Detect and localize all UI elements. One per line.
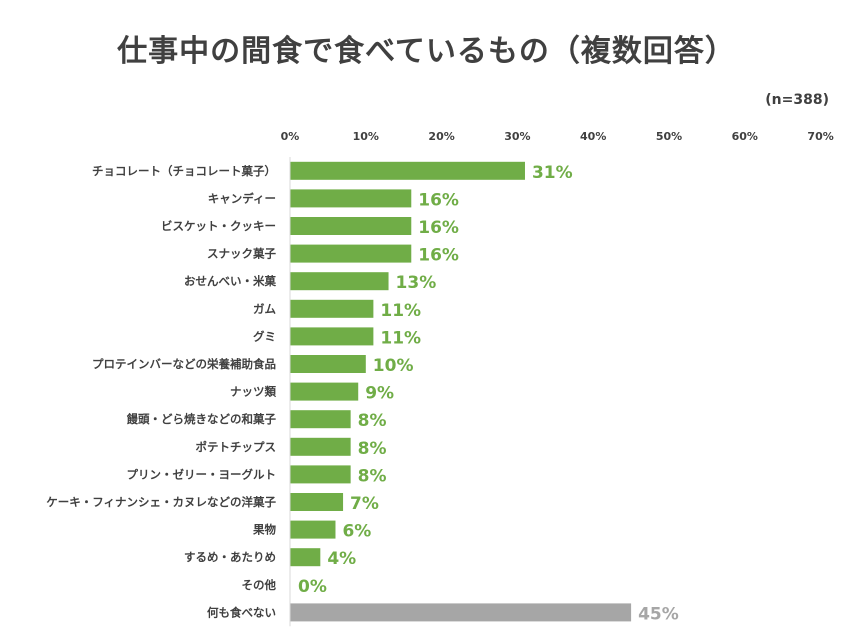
category-label: キャンディー	[208, 191, 276, 205]
bar-value-label: 7%	[350, 494, 379, 514]
category-label: ケーキ・フィナンシェ・カヌレなどの洋菓子	[46, 495, 276, 509]
category-label: その他	[242, 578, 277, 592]
bar	[290, 327, 374, 346]
bar	[290, 189, 412, 208]
bar-value-label: 45%	[638, 604, 679, 624]
x-tick-label: 0%	[281, 130, 300, 143]
bar-value-label: 8%	[358, 411, 387, 431]
bar	[290, 603, 632, 622]
category-label: ナッツ類	[230, 385, 276, 399]
category-label: ガム	[253, 302, 276, 316]
bar	[290, 382, 359, 401]
bar-value-label: 31%	[532, 163, 573, 183]
x-tick-label: 20%	[428, 130, 454, 143]
bar-value-label: 11%	[380, 301, 421, 321]
bar-value-label: 9%	[365, 384, 394, 404]
bar	[290, 217, 412, 235]
bar	[290, 548, 321, 567]
bar	[290, 355, 366, 373]
category-label: ビスケット・クッキー	[161, 219, 276, 233]
bar-value-label: 11%	[380, 328, 421, 348]
bar	[290, 437, 351, 456]
x-tick-label: 70%	[807, 130, 833, 143]
bar	[290, 272, 389, 291]
category-label: ポテトチップス	[196, 440, 277, 454]
category-label: 果物	[252, 523, 276, 537]
category-label: グミ	[253, 329, 276, 343]
category-label: 饅頭・どら焼きなどの和菓子	[127, 412, 277, 426]
category-label: プリン・ゼリー・ヨーグルト	[127, 467, 277, 481]
category-label: するめ・あたりめ	[184, 550, 276, 564]
bar-value-label: 8%	[358, 439, 387, 459]
bar-value-label: 16%	[418, 218, 459, 238]
category-label: おせんべい・米菓	[184, 274, 276, 288]
x-tick-label: 50%	[656, 130, 682, 143]
category-label: 何も食べない	[207, 605, 276, 619]
bar	[290, 410, 351, 429]
bar-value-label: 16%	[418, 190, 459, 210]
category-label: スナック菓子	[207, 247, 276, 261]
bar	[290, 161, 525, 180]
x-tick-label: 60%	[732, 130, 758, 143]
bar-value-label: 13%	[396, 273, 437, 293]
x-tick-label: 30%	[504, 130, 530, 143]
x-tick-label: 10%	[353, 130, 379, 143]
bar	[290, 493, 344, 511]
bar-value-label: 0%	[298, 577, 327, 597]
bar-value-label: 6%	[342, 522, 371, 542]
bar-value-label: 16%	[418, 246, 459, 266]
bar-value-label: 4%	[327, 549, 356, 569]
bar	[290, 520, 336, 539]
bar	[290, 244, 412, 263]
bar	[290, 299, 374, 318]
category-label: プロテインバーなどの栄養補助食品	[92, 357, 276, 371]
category-label: チョコレート（チョコレート菓子）	[92, 164, 276, 178]
sample-size-note: (n=388)	[765, 92, 829, 108]
bar-value-label: 10%	[373, 356, 414, 376]
bar	[290, 465, 351, 484]
chart-title: 仕事中の間食で食べているもの（複数回答）	[117, 34, 736, 69]
x-tick-label: 40%	[580, 130, 606, 143]
bar-value-label: 8%	[358, 466, 387, 486]
